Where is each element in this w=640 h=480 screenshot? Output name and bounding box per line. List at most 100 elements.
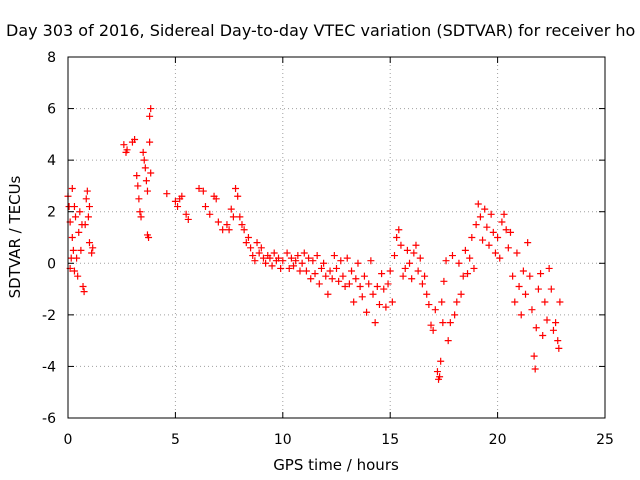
data-point xyxy=(296,267,304,275)
data-points xyxy=(64,105,564,383)
data-point xyxy=(120,141,128,149)
data-point xyxy=(418,280,426,288)
data-point xyxy=(423,290,431,298)
data-point xyxy=(227,205,235,213)
data-point xyxy=(262,259,270,267)
data-point xyxy=(123,146,131,154)
data-point xyxy=(382,303,390,311)
data-point xyxy=(406,259,414,267)
data-point xyxy=(199,187,207,195)
x-tick-label: 15 xyxy=(381,432,399,448)
data-point xyxy=(511,298,519,306)
data-point xyxy=(556,298,564,306)
data-point xyxy=(459,272,467,280)
data-point xyxy=(442,257,450,265)
data-point xyxy=(134,182,142,190)
y-tick-labels: -6 -4 -2 0 2 4 6 8 xyxy=(42,50,56,427)
data-point xyxy=(343,254,351,262)
data-point xyxy=(412,241,420,249)
data-point xyxy=(348,267,356,275)
data-point xyxy=(427,321,435,329)
data-point xyxy=(388,298,396,306)
data-point xyxy=(302,267,310,275)
data-point xyxy=(300,249,308,257)
data-point xyxy=(373,282,381,290)
data-point xyxy=(322,272,330,280)
data-point xyxy=(436,373,444,381)
data-point xyxy=(433,368,441,376)
data-point xyxy=(251,257,259,265)
data-point xyxy=(277,264,285,272)
data-point xyxy=(292,257,300,265)
data-point xyxy=(399,272,407,280)
y-tick-label: 6 xyxy=(47,102,56,118)
data-point xyxy=(88,249,96,257)
data-point xyxy=(201,203,209,211)
data-point xyxy=(219,226,227,234)
y-tick-label: 2 xyxy=(47,205,56,221)
data-point xyxy=(307,275,315,283)
data-point xyxy=(270,249,278,257)
data-point xyxy=(242,239,250,247)
data-point xyxy=(554,337,562,345)
data-point xyxy=(438,298,446,306)
data-point xyxy=(279,257,287,265)
data-point xyxy=(140,156,148,164)
data-point xyxy=(468,234,476,241)
data-point xyxy=(500,210,508,218)
data-point xyxy=(414,267,422,275)
data-point xyxy=(234,192,242,200)
data-point xyxy=(232,185,240,193)
data-point xyxy=(530,352,538,360)
data-point xyxy=(330,252,338,260)
data-point xyxy=(555,344,563,352)
data-point xyxy=(326,267,334,275)
x-tick-label: 20 xyxy=(489,432,507,448)
data-point xyxy=(386,267,394,275)
data-point xyxy=(333,264,340,272)
data-point xyxy=(395,226,403,234)
data-point xyxy=(489,228,497,236)
data-point xyxy=(259,254,267,262)
x-tick-label: 0 xyxy=(64,432,73,448)
y-tick-label: 8 xyxy=(47,50,56,66)
data-point xyxy=(146,138,154,146)
data-point xyxy=(225,226,233,234)
data-point xyxy=(341,282,349,290)
data-point xyxy=(384,280,392,288)
data-point xyxy=(470,264,478,272)
data-point xyxy=(539,331,547,339)
data-point xyxy=(143,187,151,195)
data-point xyxy=(487,210,495,218)
data-point xyxy=(380,285,388,293)
data-point xyxy=(89,244,97,252)
data-point xyxy=(543,316,551,324)
data-point xyxy=(142,177,150,185)
data-point xyxy=(369,290,377,298)
data-point xyxy=(147,105,155,113)
chart-title: Day 303 of 2016, Sidereal Day-to-day VTE… xyxy=(6,21,635,40)
data-point xyxy=(146,112,154,120)
data-point xyxy=(253,239,261,247)
data-point xyxy=(287,254,295,262)
y-tick-label: -6 xyxy=(42,411,56,427)
data-point xyxy=(214,218,222,226)
data-point xyxy=(519,267,527,275)
data-point xyxy=(457,290,465,298)
data-point xyxy=(375,301,383,309)
data-point xyxy=(408,275,416,283)
data-point xyxy=(141,164,149,172)
data-point xyxy=(178,192,186,200)
data-point xyxy=(378,270,386,278)
data-point xyxy=(358,293,366,301)
data-point xyxy=(506,228,514,236)
data-point xyxy=(73,254,81,262)
data-point xyxy=(223,221,231,229)
data-point xyxy=(339,272,347,280)
data-point xyxy=(356,282,364,290)
data-point xyxy=(446,319,454,327)
data-point xyxy=(68,234,76,241)
x-tick-label: 5 xyxy=(171,432,180,448)
data-point xyxy=(206,210,214,218)
